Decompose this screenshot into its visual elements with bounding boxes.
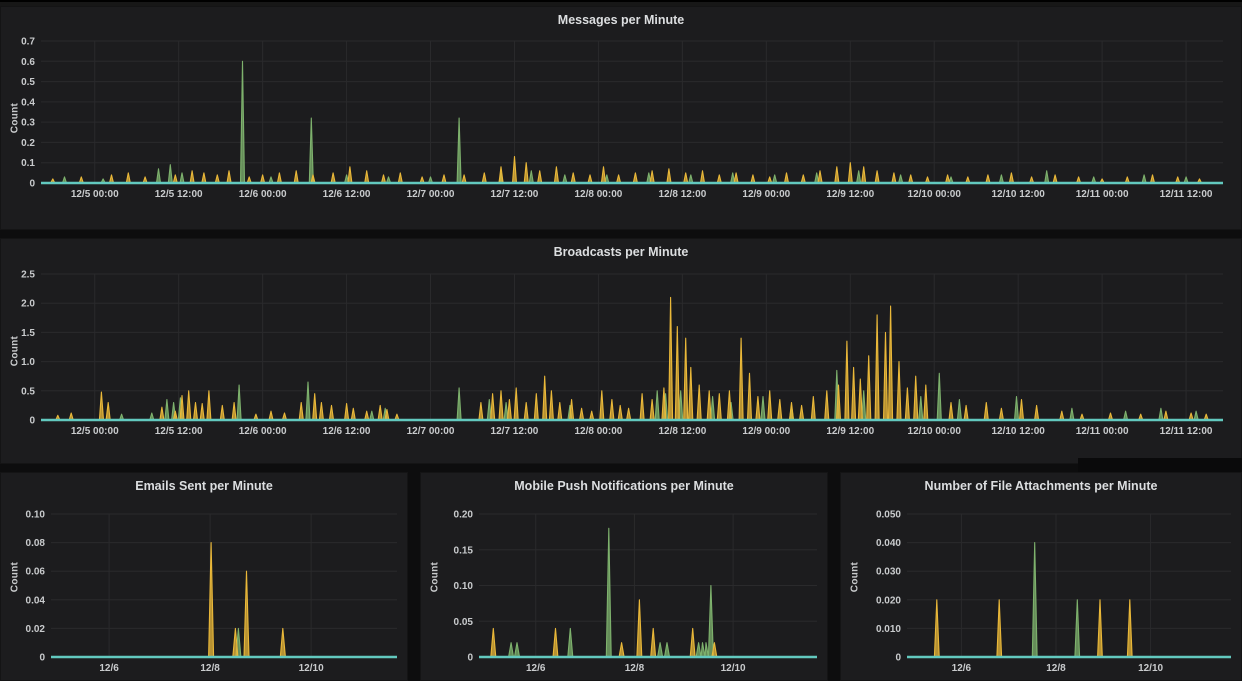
- top-edge-strip: [0, 0, 1242, 8]
- dark-gap-strip: [1078, 458, 1242, 472]
- x-axis-tick-label: 12/8: [625, 663, 645, 674]
- panel-title-broadcasts[interactable]: Broadcasts per Minute: [553, 245, 689, 259]
- y-axis-tick-label: 2.5: [21, 270, 35, 281]
- y-axis-tick-label: 2.0: [21, 299, 35, 310]
- x-axis-tick-label: 12/6 12:00: [323, 189, 371, 200]
- green-series-line[interactable]: [51, 627, 397, 658]
- chart-file-attachments-per-minute[interactable]: 0.050 0.040 0.030 0.020 0.010 0 12/6 12/8 12/10: [841, 473, 1241, 680]
- x-axis-tick-label: 12/7 00:00: [407, 426, 455, 437]
- x-axis-tick-label: 12/8 12:00: [658, 189, 706, 200]
- x-axis-tick-label: 12/6 12:00: [323, 426, 371, 437]
- panel-file-attachments-per-minute: Number of File Attachments per Minute Co…: [840, 472, 1242, 681]
- y-axis-tick-label: 0: [467, 653, 473, 664]
- y-axis-tick-label: 0.20: [454, 510, 474, 521]
- x-axis-tick-label: 12/10: [299, 663, 324, 674]
- x-axis-tick-label: 12/10: [1138, 663, 1163, 674]
- x-axis-tick-label: 12/9 12:00: [826, 426, 874, 437]
- yellow-series-fill: [479, 599, 817, 657]
- x-axis-tick-label: 12/9 00:00: [742, 426, 790, 437]
- y-axis-tick-label: 0.5: [21, 386, 35, 397]
- y-axis-tick-label: 0.08: [26, 538, 46, 549]
- x-axis-tick-label: 12/7 12:00: [491, 426, 539, 437]
- y-axis-tick-label: 0.6: [21, 57, 35, 68]
- y-axis-tick-label: 0: [895, 653, 901, 664]
- x-axis-tick-label: 12/11 00:00: [1076, 426, 1129, 437]
- green-series-line[interactable]: [479, 527, 817, 658]
- x-axis-tick-label: 12/7 12:00: [491, 189, 539, 200]
- x-axis-tick-label: 12/8: [1046, 663, 1066, 674]
- y-axis-tick-label: 0.4: [21, 97, 35, 108]
- y-axis-tick-label: 1.0: [21, 357, 35, 368]
- x-axis-tick-label: 12/9 00:00: [742, 189, 790, 200]
- x-axis-tick-label: 12/11 00:00: [1076, 189, 1129, 200]
- x-axis-tick-label: 12/6 00:00: [239, 189, 287, 200]
- x-axis-tick-label: 12/9 12:00: [826, 189, 874, 200]
- y-axis-tick-label: 0.030: [876, 567, 901, 578]
- green-series-fill: [479, 528, 817, 657]
- panel-broadcasts-per-minute: Broadcasts per Minute Count 2.5 2.0 1.5 1.0…: [0, 238, 1242, 464]
- y-axis-tick-label: 0.010: [876, 624, 901, 635]
- y-axis-tick-label: 0.06: [26, 567, 46, 578]
- x-axis-tick-label: 12/10 12:00: [991, 426, 1045, 437]
- y-axis-tick-label: 0.05: [454, 617, 474, 628]
- y-axis-tick-label: 0.10: [26, 510, 46, 521]
- x-axis-tick-label: 12/8 00:00: [575, 189, 623, 200]
- y-axis-tick-label: 0: [29, 179, 35, 190]
- y-axis-tick-label: 0.020: [876, 595, 901, 606]
- panel-messages-per-minute: Messages per Minute Count 0.7 0.6 0.5 0.4 0.…: [0, 6, 1242, 230]
- y-axis-tick-label: 0.040: [876, 538, 901, 549]
- panel-mobile-push-notifications-per-minute: Mobile Push Notifications per Minute Cou…: [420, 472, 828, 681]
- yellow-series-fill: [41, 297, 1223, 420]
- x-axis-tick-label: 12/8 12:00: [658, 426, 706, 437]
- green-series-line[interactable]: [41, 60, 1223, 184]
- x-axis-tick-label: 12/5 12:00: [155, 426, 203, 437]
- y-axis-tick-label: 0.02: [26, 624, 46, 635]
- x-axis-tick-label: 12/5 12:00: [155, 189, 203, 200]
- yellow-series-line[interactable]: [41, 296, 1223, 421]
- y-axis-tick-label: 0.050: [876, 510, 901, 521]
- y-axis-tick-label: 1.5: [21, 328, 35, 339]
- x-axis-tick-label: 12/11 12:00: [1160, 426, 1213, 437]
- panel-emails-sent-per-minute: Emails Sent per Minute Count 0.10 0.08 0.0…: [0, 472, 408, 681]
- y-axis-tick-label: 0.3: [21, 118, 35, 129]
- x-axis-tick-label: 12/8 00:00: [575, 426, 623, 437]
- panel-title-messages[interactable]: Messages per Minute: [557, 13, 685, 27]
- y-axis-tick-label: 0.1: [21, 158, 35, 169]
- y-axis-tick-label: 0.7: [21, 37, 35, 48]
- x-axis-tick-label: 12/10 00:00: [908, 426, 962, 437]
- y-axis-tick-label: 0: [39, 653, 45, 664]
- chart-emails-sent-per-minute[interactable]: 0.10 0.08 0.06 0.04 0.02 0 12/6 12/8 12/10: [1, 473, 407, 680]
- y-axis-tick-label: 0.10: [454, 581, 474, 592]
- x-axis-tick-label: 12/6 00:00: [239, 426, 287, 437]
- green-series-fill: [51, 628, 397, 657]
- y-axis-tick-label: 0.15: [454, 545, 474, 556]
- x-axis-tick-label: 12/6: [526, 663, 546, 674]
- panel-title-mobile-push[interactable]: Mobile Push Notifications per Minute: [514, 479, 734, 493]
- x-axis-tick-label: 12/5 00:00: [71, 426, 119, 437]
- x-axis-tick-label: 12/8: [200, 663, 220, 674]
- x-axis-tick-label: 12/11 12:00: [1160, 189, 1213, 200]
- x-axis-tick-label: 12/10: [721, 663, 746, 674]
- y-axis-tick-label: 0.5: [21, 77, 35, 88]
- yellow-series-line[interactable]: [479, 599, 817, 658]
- chart-mobile-push-notifications-per-minute[interactable]: 0.20 0.15 0.10 0.05 0 12/6 12/8 12/10: [421, 473, 827, 680]
- x-axis-tick-label: 12/10 00:00: [908, 189, 962, 200]
- x-axis-tick-label: 12/7 00:00: [407, 189, 455, 200]
- green-series-fill: [41, 370, 1223, 420]
- chart-messages-per-minute[interactable]: 0.7 0.6 0.5 0.4 0.3 0.2 0.1 0 12/5 00:00 12/5 12:…: [1, 7, 1241, 229]
- y-axis-tick-label: 0.04: [26, 595, 46, 606]
- x-axis-tick-label: 12/6: [99, 663, 119, 674]
- x-axis-tick-label: 12/10 12:00: [991, 189, 1045, 200]
- panel-title-file-attachments[interactable]: Number of File Attachments per Minute: [924, 479, 1158, 493]
- x-axis-tick-label: 12/5 00:00: [71, 189, 119, 200]
- y-axis-tick-label: 0.2: [21, 138, 35, 149]
- panel-title-emails[interactable]: Emails Sent per Minute: [135, 479, 273, 493]
- green-series-line[interactable]: [41, 369, 1223, 421]
- y-axis-tick-label: 0: [29, 416, 35, 427]
- x-axis-tick-label: 12/6: [952, 663, 972, 674]
- chart-broadcasts-per-minute[interactable]: 2.5 2.0 1.5 1.0 0.5 0 12/5 00:00 12/5 12:00 12/6…: [1, 239, 1241, 463]
